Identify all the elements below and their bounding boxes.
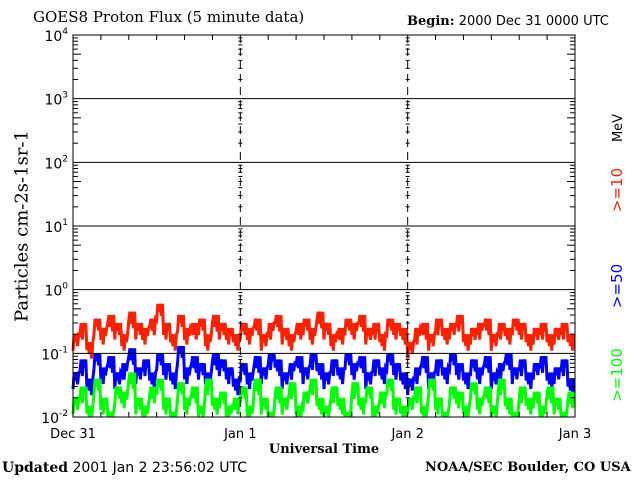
- y-tick-label: 104: [44, 27, 68, 45]
- y-tick-label: 102: [44, 154, 68, 172]
- x-axis-label: Universal Time: [269, 442, 379, 457]
- y-tick-label: 103: [44, 91, 68, 109]
- legend-label-0: >=10: [608, 168, 626, 212]
- x-tick-label: Jan 3: [558, 427, 591, 442]
- begin-time: Begin: 2000 Dec 31 0000 UTC: [407, 14, 609, 29]
- chart-title: GOES8 Proton Flux (5 minute data): [33, 8, 305, 26]
- updated-time: Updated 2001 Jan 2 23:56:02 UTC: [2, 460, 247, 476]
- y-tick-label: 101: [44, 218, 68, 236]
- x-tick-label: Jan 2: [390, 427, 423, 442]
- series-line-1: [71, 345, 576, 396]
- y-tick-label: 10-1: [41, 345, 68, 363]
- begin-label: Begin:: [407, 14, 455, 29]
- source-label: NOAA/SEC Boulder, CO USA: [425, 460, 631, 475]
- legend-label-1: >=50: [608, 264, 626, 308]
- y-axis-label: Particles cm-2s-1sr-1: [11, 130, 33, 322]
- updated-label: Updated: [2, 460, 69, 476]
- y-tick-label: 10-2: [41, 409, 68, 427]
- legend-label-2: >=100: [608, 348, 626, 402]
- series-line-0: [71, 303, 576, 359]
- x-tick-label: Jan 1: [223, 427, 256, 442]
- x-tick-label: Dec 31: [50, 427, 96, 442]
- updated-value: 2001 Jan 2 23:56:02 UTC: [72, 460, 248, 476]
- begin-value: 2000 Dec 31 0000 UTC: [458, 14, 609, 29]
- series-line-2: [71, 372, 576, 418]
- legend-unit: MeV: [611, 114, 626, 142]
- y-tick-label: 100: [44, 282, 68, 300]
